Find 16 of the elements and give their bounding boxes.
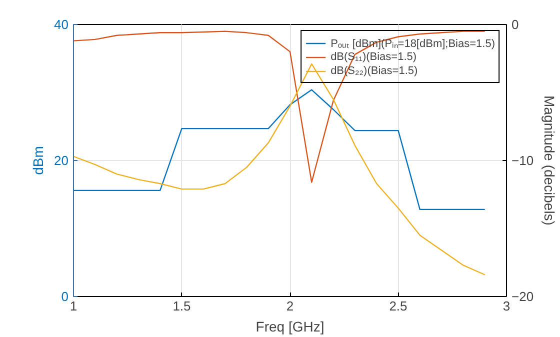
- x-tick-label: 1: [70, 298, 78, 314]
- y-tick-label: 20: [54, 153, 69, 168]
- y2-tick-label: −10: [512, 153, 534, 168]
- y-axis-title: dBm: [30, 146, 46, 175]
- y2-axis-title: Magnitude (decibels): [542, 96, 558, 226]
- y2-tick-label: −20: [512, 289, 534, 304]
- line-series: [74, 89, 486, 210]
- x-tick-label: 3: [502, 298, 510, 314]
- y-tick-label: 40: [54, 17, 69, 32]
- x-tick-label: 2: [286, 298, 294, 314]
- y2-tick-label: 0: [512, 17, 519, 32]
- y-tick-label: 0: [61, 289, 69, 304]
- line-series: [74, 63, 486, 276]
- x-tick-label: 1.5: [172, 298, 191, 314]
- x-axis-title: Freq [GHz]: [256, 318, 324, 334]
- x-tick-label: 2.5: [389, 298, 408, 314]
